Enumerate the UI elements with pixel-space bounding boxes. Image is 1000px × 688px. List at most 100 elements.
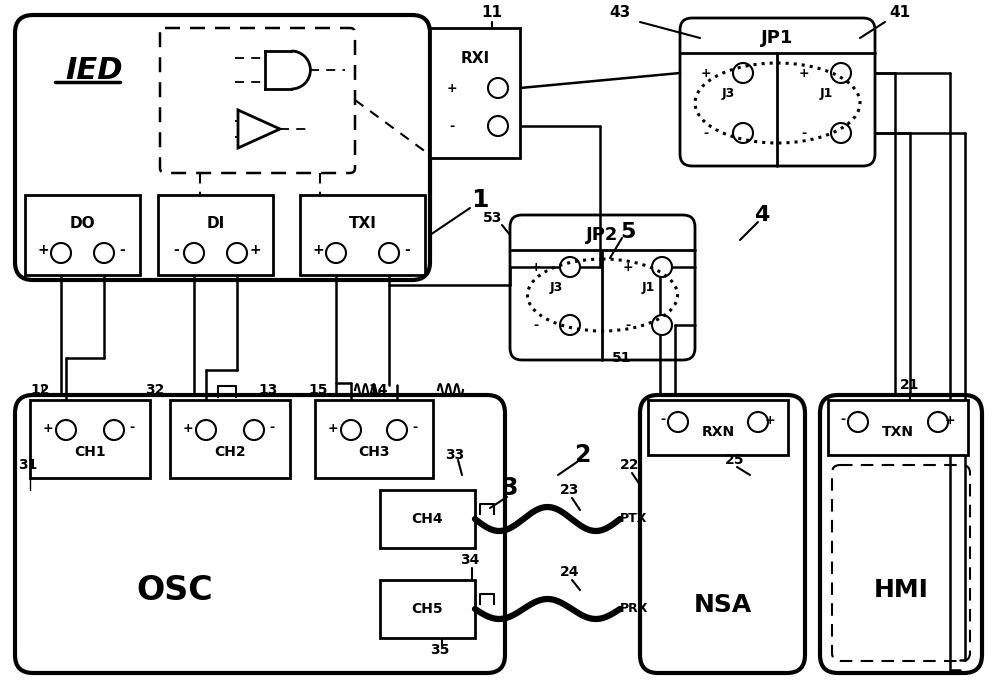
Text: RXI: RXI (460, 50, 490, 65)
Text: CH2: CH2 (214, 445, 246, 459)
Bar (25, 195, 140, 275)
Text: -: - (840, 413, 846, 427)
Circle shape (51, 243, 71, 263)
Text: 13: 13 (258, 383, 277, 397)
FancyBboxPatch shape (820, 395, 982, 673)
Text: 51: 51 (612, 351, 632, 365)
Bar (158, 195, 273, 275)
Text: -: - (269, 422, 275, 435)
Text: -: - (449, 120, 455, 133)
Circle shape (733, 123, 753, 143)
Circle shape (848, 412, 868, 432)
Text: 23: 23 (560, 483, 580, 497)
Text: CH1: CH1 (74, 445, 106, 459)
Text: DI: DI (206, 215, 225, 230)
Text: -: - (119, 243, 125, 257)
Text: +: + (531, 261, 541, 274)
Circle shape (341, 420, 361, 440)
FancyBboxPatch shape (160, 28, 355, 173)
Text: -: - (129, 422, 135, 435)
Text: -: - (412, 422, 418, 435)
Circle shape (227, 243, 247, 263)
FancyBboxPatch shape (15, 15, 430, 280)
Text: JP1: JP1 (761, 29, 794, 47)
Text: -: - (660, 413, 666, 427)
Circle shape (488, 78, 508, 98)
Circle shape (652, 257, 672, 277)
Text: CH5: CH5 (412, 602, 443, 616)
Text: 53: 53 (483, 211, 502, 225)
Text: +: + (43, 422, 53, 435)
Text: +: + (701, 67, 711, 80)
Text: 15: 15 (308, 383, 328, 397)
FancyBboxPatch shape (15, 395, 505, 673)
FancyBboxPatch shape (832, 465, 970, 661)
Text: -: - (703, 127, 709, 140)
Text: 21: 21 (900, 378, 920, 392)
Text: IED: IED (65, 56, 123, 85)
Circle shape (184, 243, 204, 263)
Text: CH4: CH4 (412, 512, 443, 526)
Circle shape (56, 420, 76, 440)
Text: 33: 33 (445, 448, 465, 462)
Text: CH3: CH3 (358, 445, 390, 459)
Circle shape (379, 243, 399, 263)
Text: +: + (799, 67, 809, 80)
Text: 43: 43 (609, 5, 631, 19)
Circle shape (387, 420, 407, 440)
Text: 35: 35 (430, 643, 450, 657)
Text: J3: J3 (721, 87, 735, 100)
Text: -: - (625, 319, 631, 332)
Circle shape (668, 412, 688, 432)
Bar (828, 400, 968, 455)
FancyBboxPatch shape (680, 18, 875, 166)
Circle shape (560, 257, 580, 277)
Text: +: + (249, 243, 261, 257)
Text: 4: 4 (754, 205, 770, 225)
Text: 1: 1 (471, 188, 489, 212)
Text: JP2: JP2 (586, 226, 619, 244)
Text: 2: 2 (574, 443, 590, 467)
Text: -: - (533, 319, 539, 332)
Circle shape (831, 123, 851, 143)
Text: -: - (404, 243, 410, 257)
Text: J3: J3 (549, 281, 563, 294)
Text: +: + (765, 413, 775, 427)
Text: 14: 14 (368, 383, 388, 397)
Circle shape (733, 63, 753, 83)
Text: PRX: PRX (620, 603, 648, 616)
Text: J1: J1 (641, 281, 655, 294)
Text: 22: 22 (620, 458, 640, 472)
Text: NSA: NSA (693, 593, 752, 617)
Bar (380, 490, 475, 548)
Text: +: + (183, 422, 193, 435)
Text: 3: 3 (502, 476, 518, 500)
Text: +: + (945, 413, 955, 427)
FancyBboxPatch shape (640, 395, 805, 673)
Circle shape (244, 420, 264, 440)
Bar (30, 400, 150, 478)
Text: 31: 31 (18, 458, 37, 472)
Text: 25: 25 (725, 453, 745, 467)
Text: +: + (328, 422, 338, 435)
Text: 12: 12 (30, 383, 50, 397)
Circle shape (652, 315, 672, 335)
Bar (300, 195, 425, 275)
Bar (170, 400, 290, 478)
Text: TXI: TXI (349, 215, 376, 230)
Text: -: - (801, 127, 807, 140)
Text: J1: J1 (819, 87, 833, 100)
Circle shape (488, 116, 508, 136)
Bar (380, 580, 475, 638)
Text: 32: 32 (145, 383, 164, 397)
Circle shape (748, 412, 768, 432)
Circle shape (326, 243, 346, 263)
Text: RXN: RXN (701, 425, 735, 439)
Circle shape (94, 243, 114, 263)
Text: HMI: HMI (874, 578, 928, 602)
Text: 34: 34 (460, 553, 480, 567)
Circle shape (928, 412, 948, 432)
Bar (648, 400, 788, 455)
Text: -: - (173, 243, 179, 257)
Text: +: + (623, 261, 633, 274)
